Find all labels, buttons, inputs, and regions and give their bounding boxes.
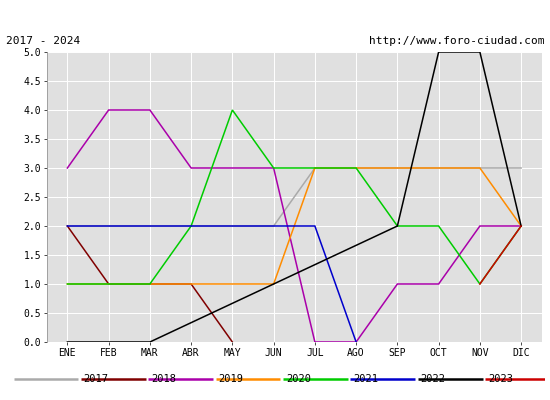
Text: 2022: 2022 — [421, 374, 446, 384]
Text: 2017 - 2024: 2017 - 2024 — [6, 36, 80, 46]
Text: 2018: 2018 — [151, 374, 176, 384]
Text: 2020: 2020 — [286, 374, 311, 384]
Text: Evolucion del paro registrado en Argavieso: Evolucion del paro registrado en Argavie… — [73, 8, 477, 22]
Text: 2021: 2021 — [353, 374, 378, 384]
Text: 2019: 2019 — [218, 374, 244, 384]
Text: 2023: 2023 — [488, 374, 513, 384]
Text: http://www.foro-ciudad.com: http://www.foro-ciudad.com — [369, 36, 544, 46]
Text: 2017: 2017 — [84, 374, 109, 384]
